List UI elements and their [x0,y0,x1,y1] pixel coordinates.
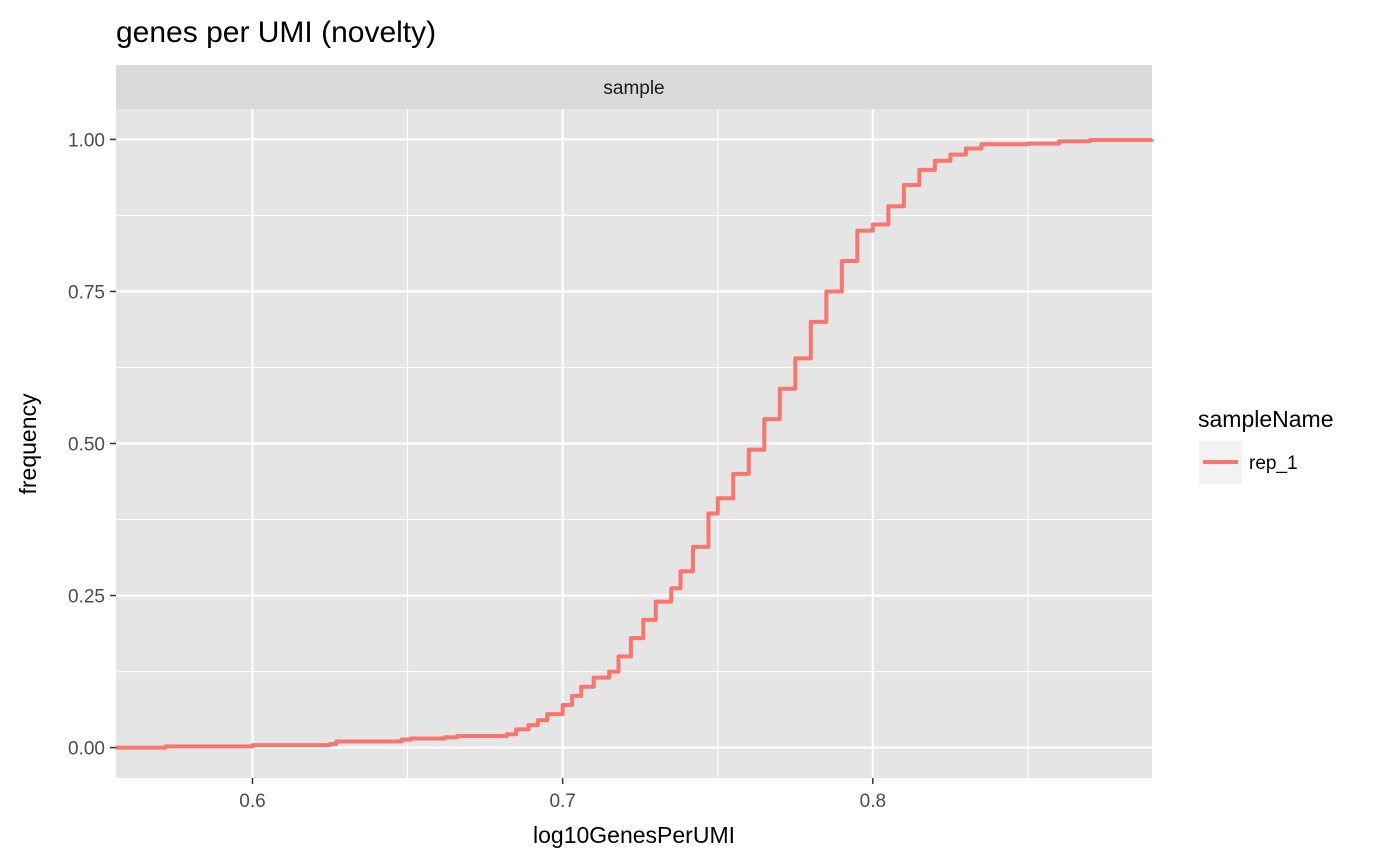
legend-entry-label: rep_1 [1249,453,1298,474]
series-line-rep_1 [116,138,1154,750]
facet-strip-label: sample [603,78,664,99]
grid-lines [116,109,1152,778]
axis-ticks: 0.6 0.7 0.8 0.00 0.25 0.50 0.75 1.00 [68,130,886,812]
legend-title: sampleName [1198,406,1334,432]
y-tick-label: 1.00 [68,130,105,151]
legend: sampleName rep_1 [1198,406,1334,484]
x-tick-label: 0.8 [860,791,886,812]
y-tick-label: 0.50 [68,435,105,456]
series-layer [116,138,1154,750]
x-tick-label: 0.7 [549,791,575,812]
y-tick-label: 0.25 [68,587,105,608]
x-tick-label: 0.6 [239,791,265,812]
x-axis-label: log10GenesPerUMI [533,822,735,848]
y-axis-label: frequency [15,393,41,495]
chart-title: genes per UMI (novelty) [116,16,436,49]
y-tick-label: 0.75 [68,282,105,303]
facet-strip [116,65,1152,109]
y-tick-label: 0.00 [68,739,105,760]
